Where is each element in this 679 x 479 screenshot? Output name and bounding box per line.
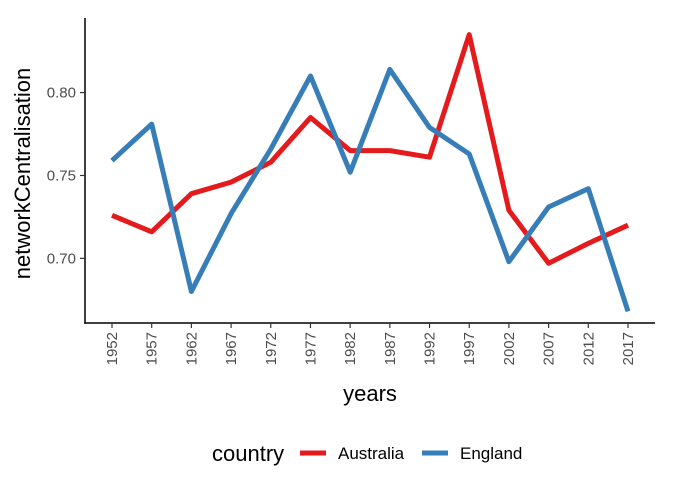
x-tick-label: 1952 bbox=[104, 332, 121, 365]
x-tick-label: 1992 bbox=[422, 332, 439, 365]
x-ticks: 1952 1957 1962 1967 1972 1977 1982 1987 1992 1997… bbox=[104, 323, 637, 365]
x-tick-label: 2012 bbox=[580, 332, 597, 365]
series-layer bbox=[110, 32, 631, 313]
x-tick-label: 1962 bbox=[183, 332, 200, 365]
x-tick-label: 1987 bbox=[382, 332, 399, 365]
legend: country Australia England bbox=[212, 441, 522, 466]
x-tick-label: 1977 bbox=[302, 332, 319, 365]
y-ticks: 0.70 0.75 0.80 bbox=[47, 85, 85, 267]
x-tick-label: 1997 bbox=[461, 332, 478, 365]
y-tick-label: 0.70 bbox=[47, 250, 76, 267]
y-axis-title: networkCentralisation bbox=[10, 68, 35, 280]
x-tick-label: 2002 bbox=[501, 332, 518, 365]
x-tick-label: 1982 bbox=[342, 332, 359, 365]
legend-title: country bbox=[212, 441, 284, 466]
x-tick-label: 2007 bbox=[541, 332, 558, 365]
x-tick-label: 2017 bbox=[620, 332, 637, 365]
series-line-england bbox=[110, 66, 631, 313]
y-tick-label: 0.75 bbox=[47, 167, 76, 184]
y-tick-label: 0.80 bbox=[47, 85, 76, 102]
x-tick-label: 1967 bbox=[223, 332, 240, 365]
x-axis-title: years bbox=[343, 381, 397, 406]
x-tick-label: 1957 bbox=[144, 332, 161, 365]
legend-label-australia: Australia bbox=[338, 444, 405, 463]
series-line-australia bbox=[111, 32, 630, 266]
x-tick-label: 1972 bbox=[263, 332, 280, 365]
legend-label-england: England bbox=[460, 444, 522, 463]
